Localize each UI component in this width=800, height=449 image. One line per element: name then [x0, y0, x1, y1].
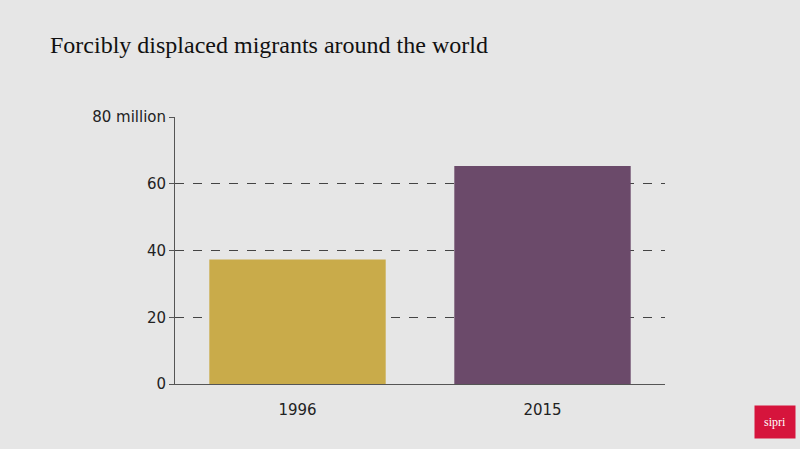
svg-text:0: 0: [156, 375, 166, 393]
svg-text:2015: 2015: [523, 401, 561, 419]
svg-text:80 million: 80 million: [92, 108, 166, 126]
svg-text:Forcibly displaced migrants ar: Forcibly displaced migrants around the w…: [50, 32, 488, 58]
svg-text:60: 60: [147, 175, 166, 193]
svg-text:sipri: sipri: [764, 415, 786, 429]
svg-text:1996: 1996: [278, 401, 316, 419]
svg-text:40: 40: [147, 242, 166, 260]
svg-text:20: 20: [147, 309, 166, 327]
